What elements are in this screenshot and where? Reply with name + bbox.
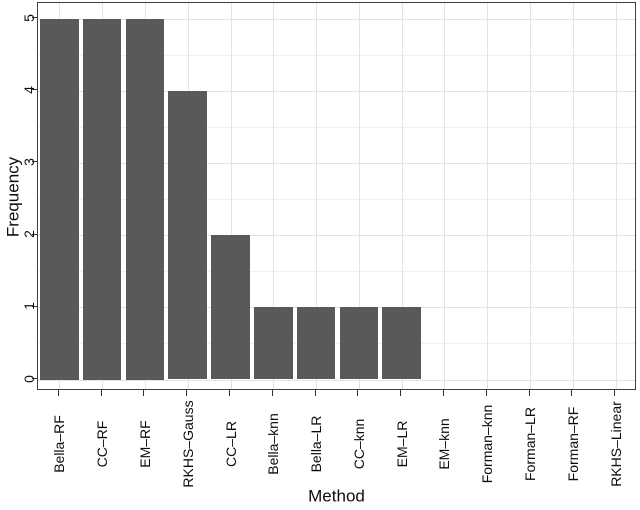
x-tick-label: RKHS–Linear <box>607 401 624 487</box>
y-axis-tick <box>32 378 37 379</box>
x-axis-tick <box>614 390 616 396</box>
x-axis-tick <box>442 390 444 396</box>
minor-gridline-horizontal <box>38 126 635 128</box>
bar-7 <box>339 307 379 380</box>
bar-5 <box>254 307 293 380</box>
bar-6 <box>296 307 336 380</box>
minor-gridline-horizontal <box>38 271 635 273</box>
x-axis-tick <box>357 390 359 396</box>
plot-panel <box>37 2 636 390</box>
y-tick-label: 2 <box>21 230 37 238</box>
minor-gridline-horizontal <box>38 54 635 56</box>
x-tick-label: Bella–RF <box>51 415 68 473</box>
y-tick-label: 5 <box>21 13 37 22</box>
x-axis-tick <box>571 390 573 396</box>
x-axis-tick <box>271 390 273 396</box>
major-gridline-vertical <box>230 3 232 389</box>
y-axis-tick <box>32 161 37 163</box>
x-tick-label: EM–LR <box>393 420 410 468</box>
major-gridline-vertical <box>615 3 617 389</box>
bar-8 <box>382 307 421 380</box>
y-axis-tick <box>32 233 37 235</box>
x-axis-tick <box>57 390 59 396</box>
x-tick-label: CC–LR <box>222 421 239 467</box>
x-axis-title: Method <box>308 486 365 506</box>
x-axis-tick <box>314 390 316 396</box>
minor-gridline-horizontal <box>38 343 635 345</box>
major-gridline-vertical <box>572 3 574 389</box>
major-gridline-vertical <box>273 3 275 389</box>
major-gridline-horizontal <box>38 307 635 309</box>
major-gridline-vertical <box>487 3 489 389</box>
y-axis-tick <box>32 305 37 307</box>
y-tick-label: 0 <box>21 374 37 383</box>
major-gridline-horizontal <box>38 18 635 20</box>
x-tick-label: RKHS–Gauss <box>179 400 196 488</box>
x-axis-tick <box>528 390 530 396</box>
y-axis-title: Frequency <box>3 156 23 238</box>
x-axis-tick <box>186 390 188 396</box>
major-gridline-horizontal <box>38 90 635 92</box>
x-tick-label: Forman–knn <box>479 404 496 484</box>
x-tick-label: Forman–LR <box>522 407 539 481</box>
y-axis-tick <box>32 89 37 91</box>
y-tick-label: 1 <box>21 302 37 311</box>
x-axis-tick <box>100 390 102 396</box>
major-gridline-vertical <box>530 3 532 389</box>
major-gridline-horizontal <box>38 235 635 237</box>
x-tick-label: Bella–knn <box>265 413 282 475</box>
x-tick-label: CC–knn <box>350 418 367 470</box>
bar-4 <box>211 235 250 380</box>
minor-gridline-horizontal <box>38 199 635 200</box>
major-gridline-vertical <box>316 3 318 389</box>
x-tick-label: EM–RF <box>136 420 153 468</box>
major-gridline-horizontal <box>38 379 635 381</box>
bar-0 <box>40 18 79 380</box>
x-tick-label: CC–RF <box>94 420 111 468</box>
x-tick-label: EM–knn <box>436 418 453 470</box>
x-tick-label: Forman–RF <box>564 406 581 482</box>
x-axis-tick <box>400 390 402 396</box>
y-axis-tick <box>32 17 37 18</box>
major-gridline-vertical <box>444 3 446 389</box>
x-axis-tick <box>485 390 487 396</box>
x-tick-label: Bella–LR <box>308 415 325 473</box>
y-tick-label: 4 <box>21 85 37 94</box>
y-tick-label: 3 <box>21 157 37 166</box>
major-gridline-vertical <box>401 3 403 389</box>
bar-1 <box>82 18 122 380</box>
bar-2 <box>125 18 165 380</box>
x-axis-tick <box>229 390 231 396</box>
major-gridline-vertical <box>358 3 360 389</box>
major-gridline-horizontal <box>38 162 635 164</box>
x-axis-tick <box>143 390 145 396</box>
bar-3 <box>168 90 207 380</box>
